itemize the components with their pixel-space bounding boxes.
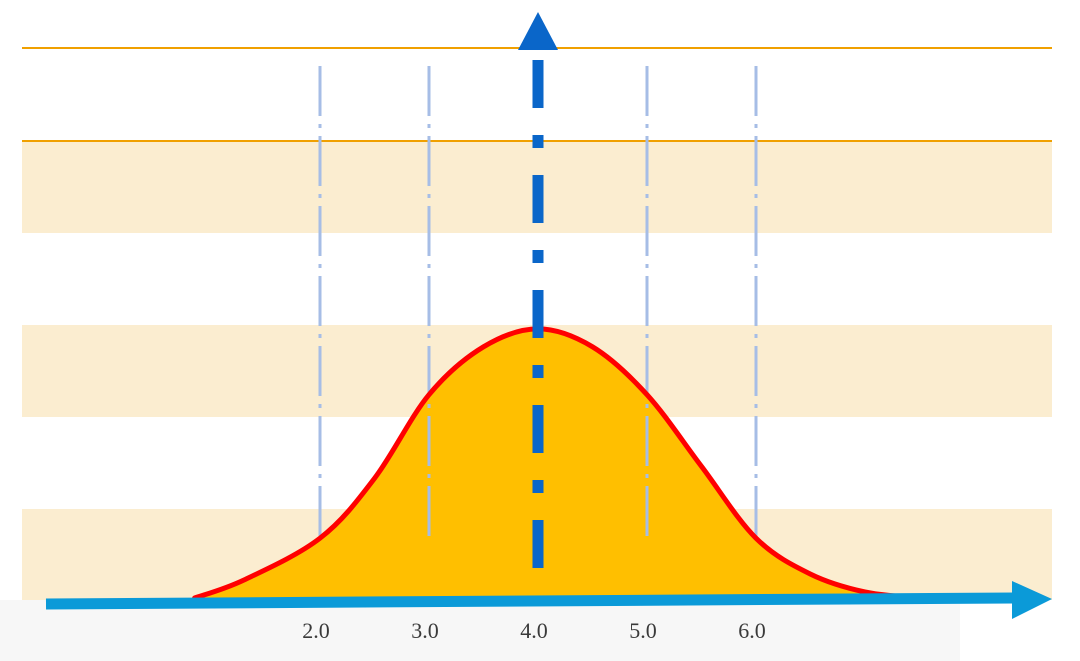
label-strip (0, 600, 960, 661)
x-tick-label: 3.0 (411, 618, 439, 643)
mean-axis-arrowhead (518, 12, 558, 50)
curve-area (194, 328, 920, 598)
curve-line (192, 326, 922, 601)
x-axis-line (45, 592, 1015, 610)
guide-lines (318, 66, 758, 540)
x-tick-label: 5.0 (629, 618, 657, 643)
x-axis-arrowhead (1012, 581, 1052, 619)
x-tick-label: 2.0 (302, 618, 330, 643)
x-tick-label: 6.0 (738, 618, 766, 643)
x-tick-label: 4.0 (520, 618, 548, 643)
x-tick-labels: 2.0 3.0 4.0 5.0 6.0 (302, 618, 766, 643)
